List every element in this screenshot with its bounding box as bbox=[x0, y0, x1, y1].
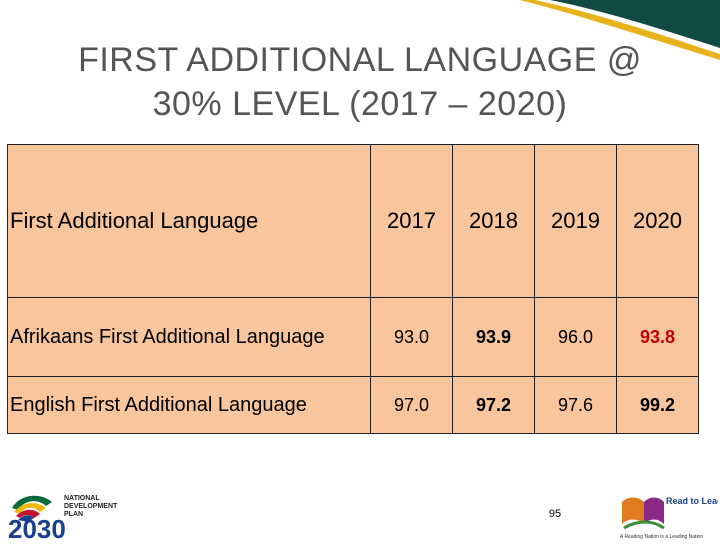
ndp-2030-logo: NATIONAL DEVELOPMENT PLAN 2030 bbox=[6, 488, 136, 544]
cell-english-2018: 97.2 bbox=[452, 376, 535, 434]
svg-text:A Reading Nation is a Leading: A Reading Nation is a Leading Nation bbox=[620, 534, 703, 540]
svg-text:Read to Lead: Read to Lead bbox=[666, 496, 718, 506]
cell-afrikaans-2018: 93.9 bbox=[452, 297, 535, 377]
cell-english-2020: 99.2 bbox=[616, 376, 699, 434]
cell-english-2017: 97.0 bbox=[370, 376, 453, 434]
header-2018: 2018 bbox=[452, 144, 535, 298]
svg-text:PLAN: PLAN bbox=[64, 511, 83, 518]
slide-title: FIRST ADDITIONAL LANGUAGE @ 30% LEVEL (2… bbox=[0, 38, 720, 126]
row-label-english: English First Additional Language bbox=[7, 376, 371, 434]
title-line-2: 30% LEVEL (2017 – 2020) bbox=[152, 85, 568, 123]
title-line-1: FIRST ADDITIONAL LANGUAGE @ bbox=[78, 41, 642, 79]
cell-afrikaans-2017: 93.0 bbox=[370, 297, 453, 377]
cell-english-2019: 97.6 bbox=[534, 376, 617, 434]
header-language: First Additional Language bbox=[7, 144, 371, 298]
corner-decoration bbox=[460, 0, 720, 60]
header-2020: 2020 bbox=[616, 144, 699, 298]
svg-text:2030: 2030 bbox=[8, 514, 66, 540]
header-2017: 2017 bbox=[370, 144, 453, 298]
cell-afrikaans-2020: 93.8 bbox=[616, 297, 699, 377]
svg-text:NATIONAL: NATIONAL bbox=[64, 495, 100, 502]
table-row: Afrikaans First Additional Language 93.0… bbox=[7, 297, 699, 377]
page-number: 95 bbox=[548, 508, 562, 520]
read-to-lead-logo: Read to Lead A Reading Nation is a Leadi… bbox=[618, 490, 720, 540]
header-2019: 2019 bbox=[534, 144, 617, 298]
row-label-afrikaans: Afrikaans First Additional Language bbox=[7, 297, 371, 377]
cell-afrikaans-2019: 96.0 bbox=[534, 297, 617, 377]
table-header-row: First Additional Language 2017 2018 2019… bbox=[7, 144, 699, 298]
table-row: English First Additional Language 97.0 9… bbox=[7, 376, 699, 434]
results-table: First Additional Language 2017 2018 2019… bbox=[7, 144, 699, 434]
svg-text:DEVELOPMENT: DEVELOPMENT bbox=[64, 503, 118, 510]
